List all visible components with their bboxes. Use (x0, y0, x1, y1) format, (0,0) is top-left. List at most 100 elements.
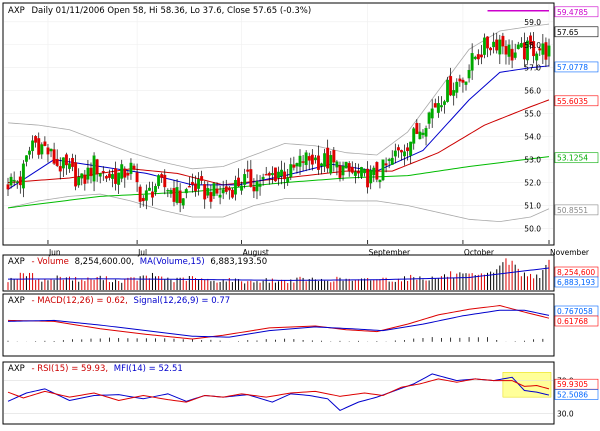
candle-body (15, 181, 19, 183)
candle-body (329, 155, 333, 174)
candle-body (218, 194, 222, 198)
price-label-text: 57.0778 (557, 63, 588, 72)
rsi-frame (2, 361, 555, 425)
candle-body (387, 159, 391, 161)
candle-body (390, 157, 394, 165)
candle-body (166, 190, 170, 192)
price-right-labels: 59.4785 57.65 57.0778 55.6035 53.1254 50.8551 (554, 6, 599, 216)
candle-body (473, 56, 477, 59)
price-tick-label: 56.0 (524, 87, 541, 96)
candle-body (209, 192, 213, 202)
candle-body (101, 171, 105, 173)
macd-title: AXP - MACD(12,26) = 0.62, Signal(12,26,9… (8, 296, 230, 306)
candle-body (221, 189, 225, 194)
candle-body (267, 172, 271, 176)
upper-band-line (7, 23, 550, 170)
candle-body (172, 187, 176, 202)
price-tick-label: 58.0 (524, 41, 541, 50)
volume-symbol: AXP (8, 257, 25, 267)
candle-body (535, 53, 539, 61)
candle-body (52, 149, 56, 164)
candle-body (449, 76, 453, 96)
candle-body (295, 162, 299, 167)
volume-frame (2, 254, 555, 292)
candle-body (74, 162, 78, 187)
macd-histogram (7, 337, 544, 342)
candle-body (307, 156, 311, 161)
candle-body (9, 176, 13, 186)
candle-body (412, 128, 416, 144)
rsi-label-box (554, 389, 599, 400)
candle-body (243, 174, 247, 185)
macd-label: - MACD(12,26) = 0.62, (31, 296, 127, 306)
candle-body (89, 167, 93, 177)
candle-body (301, 161, 305, 163)
candle-body (181, 198, 185, 206)
candle-body (415, 122, 419, 135)
price-title: AXP Daily 01/11/2006 Open 58, Hi 58.36, … (8, 6, 311, 16)
candle-body (37, 138, 41, 155)
candle-body (154, 186, 157, 193)
candle-body (273, 167, 277, 182)
price-label-box (554, 6, 599, 18)
candle-body (280, 169, 284, 177)
candle-body (264, 174, 268, 176)
candle-body (31, 140, 35, 152)
candle-body (190, 181, 194, 185)
candle-body (80, 173, 84, 179)
candle-body (34, 136, 38, 143)
candle-body (489, 47, 493, 51)
candle-body (363, 169, 367, 174)
candle-body (486, 36, 489, 49)
candle-body (132, 165, 136, 170)
price-label-box (554, 26, 599, 38)
candle-body (21, 163, 25, 189)
mfi-line (7, 373, 550, 411)
signal-line (7, 309, 550, 338)
date-label: Jul (137, 248, 147, 257)
candle-body (323, 153, 327, 167)
candle-body (98, 173, 102, 177)
bollinger-bands (7, 23, 550, 223)
candle-body (12, 179, 16, 182)
candle-body (350, 166, 354, 173)
candle-body (406, 147, 410, 152)
candle-body (381, 159, 385, 181)
volume-ma-label: MA(Volume,15) (140, 257, 205, 267)
price-tick-label: 59.0 (524, 18, 541, 27)
price-symbol: AXP (8, 6, 25, 16)
candle-body (529, 35, 533, 45)
candle-body (83, 174, 87, 184)
candlesticks (6, 31, 551, 213)
candle-body (163, 174, 167, 188)
rsi-label-text: 59.9305 (557, 380, 588, 389)
candle-body (458, 78, 462, 82)
candle-body (230, 189, 234, 198)
date-label: November (550, 248, 590, 257)
candle-body (129, 162, 133, 174)
rsi-line (7, 378, 550, 403)
macd-lines (7, 305, 550, 340)
candle-body (360, 167, 363, 177)
candle-body (320, 163, 323, 166)
candle-body (184, 189, 188, 194)
candle-body (270, 173, 274, 176)
price-label-text: 55.6035 (557, 97, 588, 106)
candle-body (92, 155, 96, 182)
candle-body (547, 45, 551, 57)
candle-body (433, 103, 437, 108)
volume-label-text: 8,254,600 (557, 268, 595, 277)
price-tick-label: 53.0 (524, 156, 541, 165)
candle-body (18, 176, 22, 186)
rsi-mfi-lines (7, 373, 550, 411)
candle-body (252, 186, 256, 192)
rsi-title: AXP - RSI(15) = 59.93, MFI(14) = 52.51 (8, 364, 183, 374)
candle-body (304, 152, 308, 166)
price-label-box (554, 204, 599, 216)
date-label: October (464, 248, 495, 257)
candle-body (482, 37, 486, 55)
candle-body (261, 176, 265, 180)
price-y-tick-labels: 50.0 51.0 52.0 53.0 54.0 55.0 56.0 57.0 58.0 59.0 (524, 18, 541, 234)
candle-body (516, 44, 520, 50)
